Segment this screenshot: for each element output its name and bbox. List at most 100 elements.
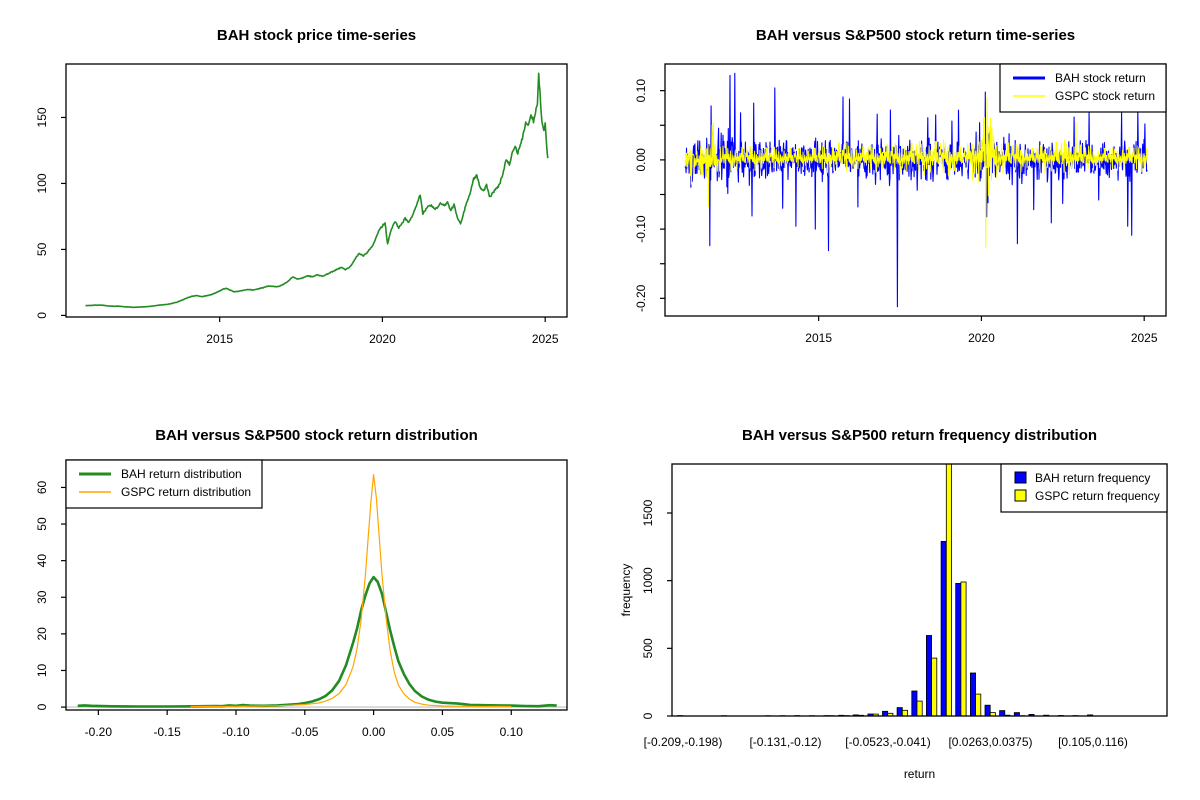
bin-label: [-0.209,-0.198) bbox=[644, 735, 723, 749]
y-tick-label: 40 bbox=[35, 554, 49, 568]
chart-title: BAH versus S&P500 stock return distribut… bbox=[155, 427, 478, 444]
bar bbox=[896, 707, 903, 716]
legend-label: GSPC return distribution bbox=[121, 485, 251, 499]
y-axis-label: frequency bbox=[619, 564, 633, 617]
bin-label: [-0.131,-0.12) bbox=[749, 735, 821, 749]
y-tick-label: 100 bbox=[35, 173, 49, 193]
y-tick-label: 0 bbox=[35, 312, 49, 319]
y-tick-label: -0.20 bbox=[634, 284, 648, 312]
panel-price-timeseries: 2015 2020 2025 0 50 100 150 BAH stock price tim… bbox=[0, 0, 600, 400]
legend: BAH return distribution GSPC return distr… bbox=[65, 459, 263, 509]
y-tick-label: 60 bbox=[35, 480, 49, 494]
y-tick-label: 1500 bbox=[641, 499, 655, 526]
bar bbox=[1013, 712, 1020, 716]
bar bbox=[882, 710, 889, 716]
x-axis-label: return bbox=[904, 767, 935, 781]
panel-return-frequency: [-0.209,-0.198) [-0.131,-0.12) [-0.0523,-0… bbox=[600, 400, 1200, 800]
bar bbox=[945, 464, 952, 716]
legend: BAH stock return GSPC stock return bbox=[999, 63, 1167, 113]
plot-border bbox=[65, 459, 568, 711]
bar bbox=[999, 710, 1006, 716]
x-tick-label: 2025 bbox=[532, 332, 559, 346]
plot-border bbox=[65, 63, 568, 318]
bar bbox=[925, 635, 932, 716]
chart-title: BAH stock price time-series bbox=[217, 27, 416, 44]
bar bbox=[931, 657, 938, 716]
bar-series-bah-return-frequency bbox=[677, 540, 1094, 716]
return-frequency-chart: [-0.209,-0.198) [-0.131,-0.12) [-0.0523,-0… bbox=[619, 427, 1168, 781]
x-tick-label: 0.10 bbox=[500, 725, 524, 739]
plot-border bbox=[664, 63, 1167, 317]
legend-swatch bbox=[1014, 471, 1027, 484]
bar bbox=[901, 709, 908, 716]
y-tick-label: 10 bbox=[35, 663, 49, 677]
bin-label: [0.0263,0.0375) bbox=[948, 735, 1032, 749]
axes: 0 500 1000 1500 bbox=[641, 463, 1168, 719]
bar bbox=[989, 712, 996, 716]
y-tick-label: 50 bbox=[35, 242, 49, 256]
x-tick-label: 2015 bbox=[206, 332, 233, 346]
bar bbox=[984, 704, 991, 716]
plot-area bbox=[85, 72, 549, 309]
plot-border bbox=[671, 463, 1168, 717]
price-timeseries-chart: 2015 2020 2025 0 50 100 150 BAH stock price tim… bbox=[35, 27, 568, 346]
legend-label: BAH return frequency bbox=[1035, 471, 1150, 485]
y-tick-label: 0.10 bbox=[634, 79, 648, 103]
bin-label: [0.105,0.116) bbox=[1058, 735, 1128, 749]
axes: 2015 2020 2025 0 50 100 150 bbox=[35, 63, 568, 346]
legend-label: GSPC stock return bbox=[1055, 89, 1155, 103]
series-bah-return-distribution bbox=[77, 575, 557, 708]
x-tick-label: 0.00 bbox=[362, 725, 386, 739]
y-tick-label: 30 bbox=[35, 590, 49, 604]
x-tick-label: 2020 bbox=[369, 332, 396, 346]
panel-return-timeseries: 2015 2020 2025 0.10 0.00 -0.10 -0.20 BAH versus… bbox=[600, 0, 1200, 400]
bar bbox=[940, 540, 947, 716]
return-timeseries-chart: 2015 2020 2025 0.10 0.00 -0.10 -0.20 BAH versus… bbox=[634, 27, 1167, 345]
x-tick-label: -0.15 bbox=[153, 725, 181, 739]
y-tick-label: 0.00 bbox=[634, 148, 648, 172]
panel-return-distribution: -0.20 -0.15 -0.10 -0.05 0.00 0.05 0.10 0 10 20 30 4… bbox=[0, 400, 600, 800]
x-tick-label: 2015 bbox=[805, 331, 832, 345]
y-tick-label: 0 bbox=[35, 703, 49, 710]
legend-swatch bbox=[1014, 489, 1027, 502]
bar bbox=[969, 672, 976, 716]
x-tick-label: 2020 bbox=[968, 331, 995, 345]
bar bbox=[911, 690, 918, 716]
plot-area bbox=[66, 473, 567, 708]
plot-area bbox=[684, 72, 1148, 308]
legend-label: GSPC return frequency bbox=[1035, 489, 1160, 503]
return-distribution-chart: -0.20 -0.15 -0.10 -0.05 0.00 0.05 0.10 0 10 20 30 4… bbox=[35, 427, 568, 739]
y-tick-label: 20 bbox=[35, 627, 49, 641]
chart-title: BAH versus S&P500 stock return time-seri… bbox=[756, 27, 1075, 44]
bar bbox=[872, 713, 879, 716]
y-tick-label: 50 bbox=[35, 517, 49, 531]
legend-label: BAH stock return bbox=[1055, 71, 1146, 85]
legend: BAH return frequency GSPC return frequenc… bbox=[1000, 463, 1168, 513]
y-tick-label: 1000 bbox=[641, 567, 655, 594]
x-tick-label: -0.05 bbox=[291, 725, 319, 739]
bin-label: [-0.0523,-0.041) bbox=[845, 735, 930, 749]
series-gspc-return-distribution bbox=[190, 473, 512, 708]
legend-label: BAH return distribution bbox=[121, 467, 242, 481]
x-tick-label: 2025 bbox=[1131, 331, 1158, 345]
legend-box bbox=[1000, 463, 1168, 513]
y-tick-label: 500 bbox=[641, 638, 655, 658]
x-tick-label: 0.05 bbox=[431, 725, 455, 739]
legend-box bbox=[65, 459, 263, 509]
y-tick-label: -0.10 bbox=[634, 215, 648, 243]
legend-box bbox=[999, 63, 1167, 113]
y-tick-label: 150 bbox=[35, 107, 49, 127]
x-tick-label: -0.20 bbox=[85, 725, 113, 739]
axes: -0.20 -0.15 -0.10 -0.05 0.00 0.05 0.10 0 10 20 30 4… bbox=[35, 459, 568, 739]
bar bbox=[916, 700, 923, 716]
series-bah-stock-price bbox=[85, 72, 549, 309]
y-tick-label: 0 bbox=[641, 712, 655, 719]
series-gspc-stock-return bbox=[684, 97, 1148, 249]
x-tick-label: -0.10 bbox=[222, 725, 250, 739]
axes: 2015 2020 2025 0.10 0.00 -0.10 -0.20 bbox=[634, 63, 1167, 345]
bar bbox=[960, 581, 967, 716]
chart-title: BAH versus S&P500 return frequency distr… bbox=[742, 427, 1097, 444]
bar bbox=[975, 693, 982, 716]
bar bbox=[955, 582, 962, 716]
